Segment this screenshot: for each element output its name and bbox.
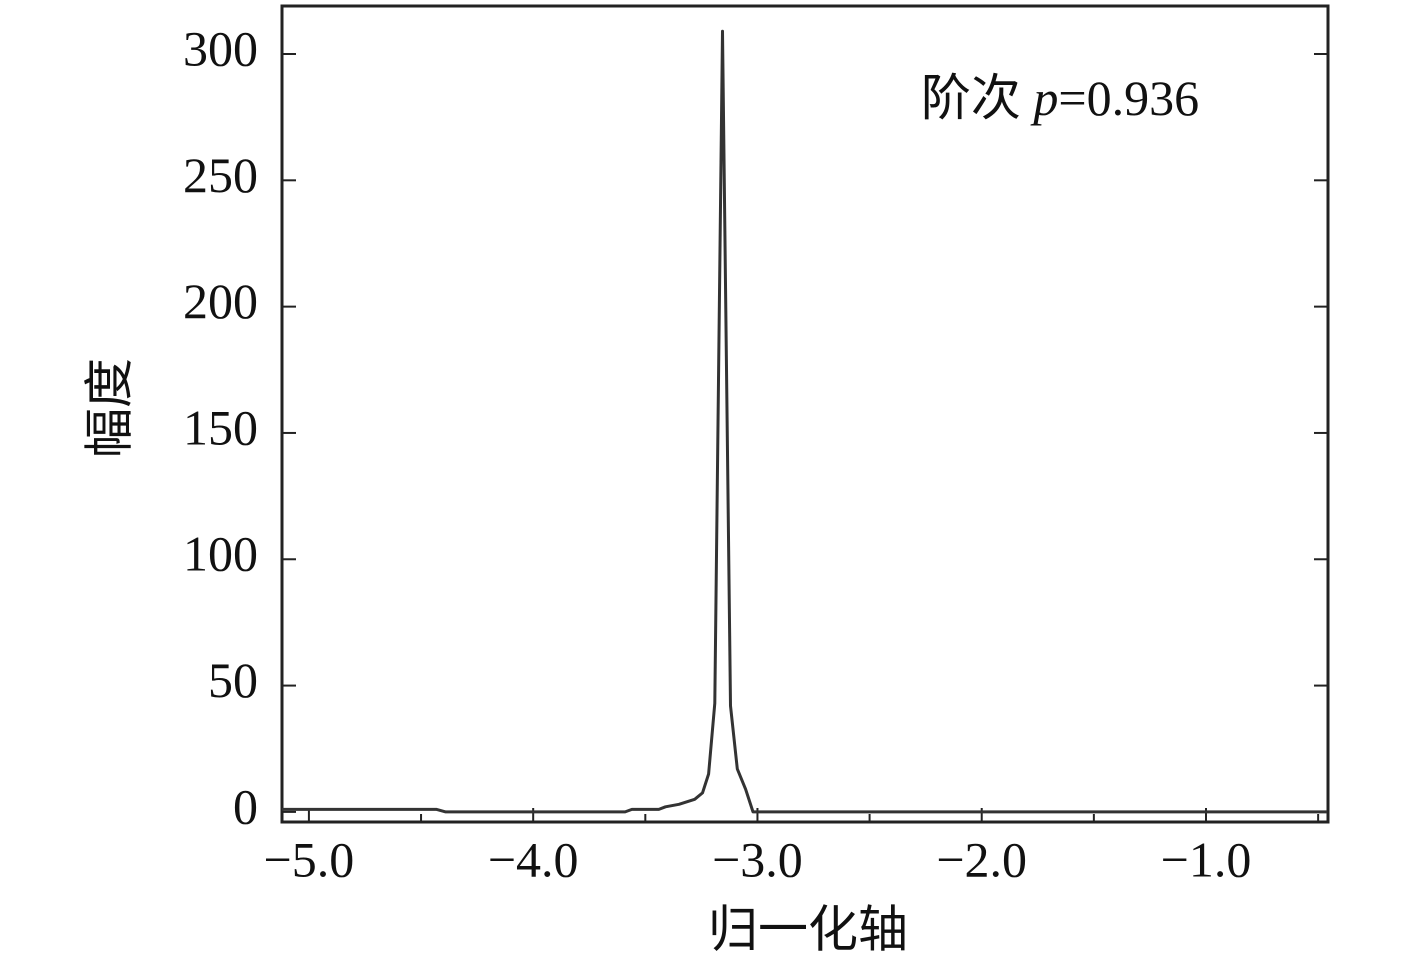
y-tick-label: 200 [183,273,258,329]
annotation-variable: p [1030,70,1058,126]
annotation: 阶次 p=0.936 [921,70,1199,126]
data-line [282,29,1328,814]
annotation-suffix: =0.936 [1058,70,1199,126]
x-tick-label: −1.0 [1161,831,1252,887]
x-tick-label: −4.0 [488,831,579,887]
x-tick-label: −5.0 [264,831,355,887]
y-tick-label: 250 [183,147,258,203]
y-tick-label: 0 [233,778,258,834]
y-tick-label: 300 [183,20,258,76]
plot-frame [280,4,1330,824]
x-axis-label: 归一化轴 [708,901,908,957]
x-tick-label: −2.0 [936,831,1027,887]
x-tick-label: −3.0 [712,831,803,887]
y-tick-label: 50 [208,652,258,708]
y-tick-label: 100 [183,526,258,582]
y-axis-label: 幅度 [81,358,137,458]
annotation-prefix: 阶次 [921,70,1034,126]
y-tick-label: 150 [183,399,258,455]
